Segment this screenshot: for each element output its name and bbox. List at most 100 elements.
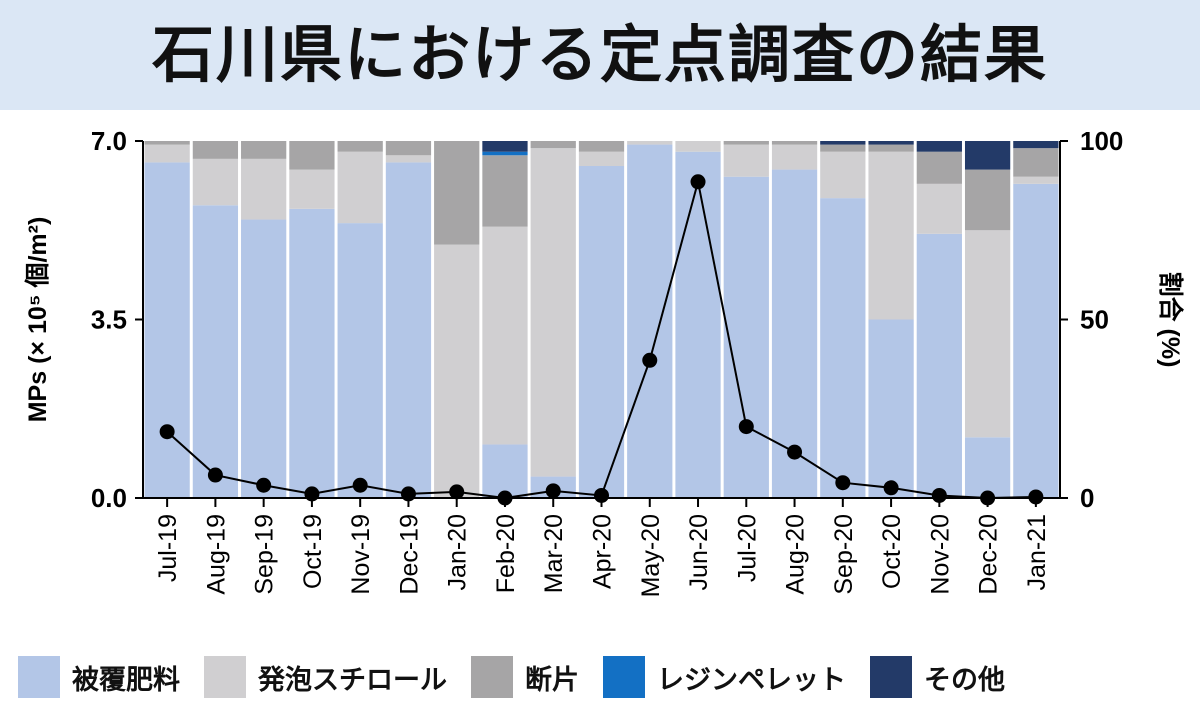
mps-point	[835, 475, 851, 491]
bar-segment	[241, 219, 287, 499]
x-tick-label: Nov-19	[347, 514, 375, 595]
legend-label: その他	[924, 664, 1005, 696]
bar-segment	[578, 165, 625, 499]
bar-segment	[385, 162, 432, 499]
bar-segment	[964, 230, 1011, 438]
mps-line-series	[159, 174, 1044, 506]
x-tick-label: Aug-20	[782, 514, 810, 595]
bar-segment	[916, 233, 962, 498]
bar-segment	[241, 158, 287, 220]
bar-segment	[627, 141, 673, 145]
mps-point	[256, 477, 272, 493]
bar-segment	[723, 176, 769, 498]
mps-point	[207, 467, 223, 483]
bar-segment	[820, 141, 866, 145]
legend-item: 被覆肥料	[18, 656, 180, 698]
x-tick-label: Jul-20	[733, 514, 761, 582]
bar-segment	[820, 198, 866, 498]
bar-segment	[530, 141, 576, 149]
bar-segment	[289, 141, 335, 170]
mps-point	[1028, 489, 1044, 505]
x-tick-label: Sep-19	[251, 514, 279, 595]
bar-segment	[627, 144, 673, 498]
title-band	[0, 0, 1200, 110]
bar-stacks	[144, 141, 1059, 499]
bar-segment	[289, 208, 335, 498]
x-tick-label: Mar-20	[540, 514, 568, 593]
bar-segment	[723, 144, 769, 177]
bar-segment	[675, 151, 721, 498]
bar-segment	[530, 148, 576, 477]
x-tick-label: Jan-21	[1023, 514, 1051, 590]
bar-segment	[1013, 148, 1059, 177]
bar-segment	[964, 437, 1011, 498]
mps-point	[545, 483, 561, 499]
x-tick-label: Sep-20	[830, 514, 858, 595]
bar-segment	[385, 155, 432, 163]
bar-segment	[916, 141, 962, 152]
bar-segment	[192, 158, 239, 206]
bar-segment	[916, 183, 962, 234]
left-tick-label: 3.5	[91, 305, 127, 335]
bar-segment	[723, 141, 769, 145]
bar-segment	[337, 141, 383, 152]
x-tick-label: May-20	[637, 514, 665, 597]
bar-segment	[1013, 176, 1059, 184]
axis-labels: 0.0 3.5 7.0 0 50 100 Jul-19 Aug-19 Sep-19 Oct-19 N…	[24, 126, 1185, 597]
bar-segment	[868, 141, 914, 145]
legend-swatch	[18, 656, 60, 698]
bar-segment	[482, 151, 528, 156]
bar-segment	[144, 141, 190, 145]
mps-point	[352, 477, 368, 493]
mps-point	[449, 484, 465, 500]
x-tick-label: Jan-20	[444, 514, 472, 590]
mps-point	[690, 174, 706, 190]
bar-segment	[482, 155, 528, 227]
legend-label: レジンペレット	[657, 664, 846, 696]
bar-segment	[578, 141, 625, 152]
legend-swatch	[603, 656, 645, 698]
bar-segment	[771, 144, 818, 170]
x-tick-label: Oct-20	[878, 514, 906, 589]
right-tick-label: 0	[1080, 483, 1094, 513]
x-tick-label: Dec-19	[395, 514, 423, 595]
legend-item: 発泡スチロール	[204, 656, 447, 698]
bar-segment	[964, 141, 1011, 170]
legend-swatch	[204, 656, 246, 698]
legend-item: その他	[870, 656, 1005, 698]
legend-label: 断片	[525, 664, 579, 696]
bar-segment	[144, 162, 190, 499]
mps-point	[931, 487, 947, 503]
x-tick-label: Apr-20	[589, 514, 617, 589]
bar-segment	[1013, 183, 1059, 498]
left-tick-label: 7.0	[91, 126, 127, 156]
legend-item: レジンペレット	[603, 656, 846, 698]
bar-segment	[868, 144, 914, 152]
legend-label: 被覆肥料	[72, 664, 180, 696]
mps-point	[787, 444, 803, 460]
left-tick-label: 0.0	[91, 483, 127, 513]
mps-point	[980, 490, 996, 506]
left-axis-title: MPs (× 10⁵ 個/m²)	[24, 217, 52, 423]
bar-segment	[916, 151, 962, 184]
bar-segment	[482, 226, 528, 445]
bar-segment	[241, 141, 287, 159]
mps-point	[642, 352, 658, 368]
mps-point	[159, 424, 175, 440]
x-tick-label: Jul-19	[154, 514, 182, 582]
x-tick-label: Aug-19	[202, 514, 230, 595]
bar-segment	[434, 141, 480, 245]
bar-segment	[482, 141, 528, 152]
bar-segment	[192, 205, 239, 498]
mps-point	[883, 480, 899, 496]
bar-segment	[385, 141, 432, 156]
x-tick-label: Oct-19	[299, 514, 327, 589]
mps-point	[738, 419, 754, 435]
bar-segment	[482, 444, 528, 498]
legend-label: 発泡スチロール	[258, 664, 447, 696]
right-tick-label: 100	[1080, 126, 1123, 156]
bar-segment	[820, 144, 866, 152]
x-tick-label: Feb-20	[492, 514, 520, 593]
mps-point	[594, 487, 609, 503]
